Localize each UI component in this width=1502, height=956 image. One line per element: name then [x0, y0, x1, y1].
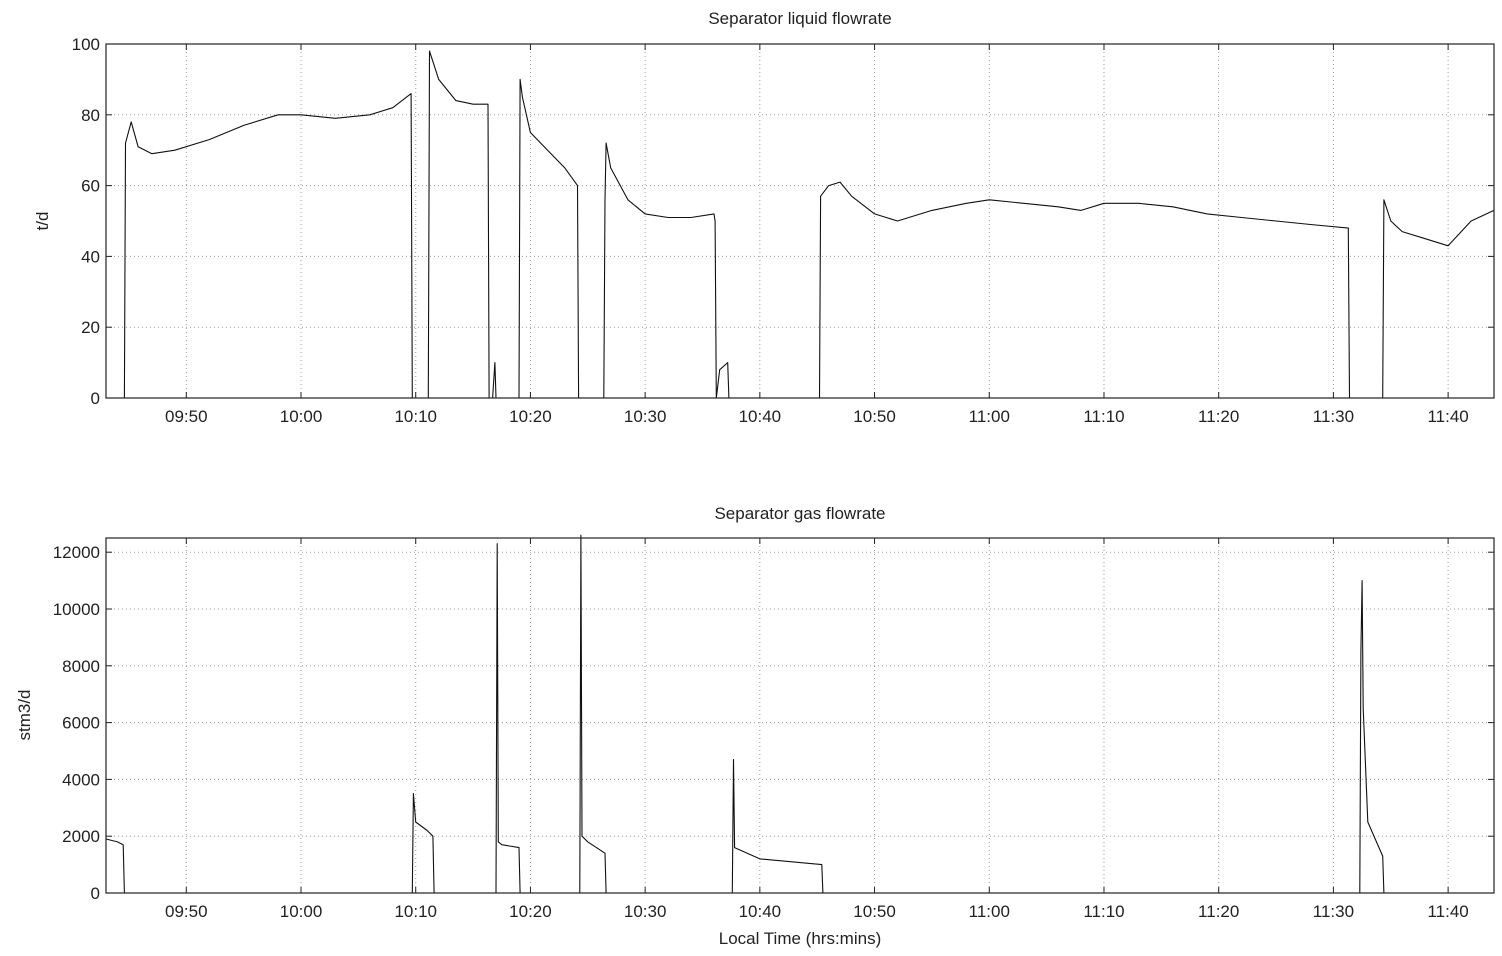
- gas-series-line: [105, 534, 1494, 894]
- liquid-x-tick-label: 10:00: [280, 407, 323, 426]
- liquid-y-tick-label: 100: [72, 35, 100, 54]
- liquid-chart-title: Separator liquid flowrate: [708, 9, 891, 28]
- liquid-x-tick-label: 11:30: [1313, 407, 1354, 426]
- gas-y-tick-label: 2000: [62, 827, 100, 846]
- liquid-y-tick-label: 60: [81, 177, 100, 196]
- gas-gridlines: [106, 538, 1494, 893]
- liquid-x-tick-label: 11:40: [1427, 407, 1468, 426]
- liquid-gridlines: [106, 43, 1494, 398]
- gas-trace-layer: [105, 534, 1494, 894]
- gas-x-tick-label: 11:10: [1083, 902, 1124, 921]
- liquid-ticks: 09:50 10:00 10:10 10:20 10:30 10:40 10:50 11:00…: [72, 35, 1494, 426]
- gas-ticks: 09:50 10:00 10:10 10:20 10:30 10:40 10:50 11:00…: [53, 538, 1494, 921]
- gas-y-tick-label: 8000: [62, 657, 100, 676]
- liquid-x-tick-label: 11:00: [969, 407, 1010, 426]
- gas-y-tick-label: 12000: [53, 543, 100, 562]
- gas-x-tick-label: 10:40: [739, 902, 782, 921]
- gas-plot-frame: [105, 537, 1495, 894]
- liquid-flowrate-chart: Separator liquid flowrate 09:50 10:00 10:1…: [33, 9, 1495, 426]
- gas-x-tick-label: 10:10: [394, 902, 437, 921]
- gas-y-axis-label: stm3/d: [15, 689, 34, 740]
- gas-x-tick-label: 09:50: [165, 902, 208, 921]
- gas-flowrate-chart: Separator gas flowrate 09:50 10:00 10:10 10…: [15, 504, 1495, 948]
- gas-x-tick-label: 11:20: [1198, 902, 1239, 921]
- liquid-plot-frame: [105, 43, 1495, 399]
- liquid-x-tick-label: 10:40: [739, 407, 782, 426]
- liquid-x-tick-label: 10:20: [509, 407, 552, 426]
- liquid-trace-layer: [123, 50, 1495, 399]
- liquid-x-tick-label: 11:20: [1198, 407, 1239, 426]
- liquid-x-tick-label: 10:30: [624, 407, 667, 426]
- gas-x-tick-label: 11:40: [1427, 902, 1468, 921]
- gas-x-tick-label: 10:30: [624, 902, 667, 921]
- liquid-y-tick-label: 0: [91, 389, 100, 408]
- liquid-x-tick-label: 10:50: [853, 407, 896, 426]
- gas-x-tick-label: 11:30: [1313, 902, 1354, 921]
- liquid-x-tick-label: 10:10: [394, 407, 437, 426]
- liquid-y-tick-label: 20: [81, 318, 100, 337]
- liquid-y-axis-label: t/d: [33, 212, 52, 231]
- gas-y-tick-label: 6000: [62, 714, 100, 733]
- gas-x-tick-label: 11:00: [969, 902, 1010, 921]
- liquid-x-tick-label: 09:50: [165, 407, 208, 426]
- gas-x-axis-label: Local Time (hrs:mins): [719, 929, 881, 948]
- liquid-y-tick-label: 40: [81, 247, 100, 266]
- liquid-x-tick-label: 11:10: [1083, 407, 1124, 426]
- gas-x-tick-label: 10:20: [509, 902, 552, 921]
- gas-y-tick-label: 0: [91, 884, 100, 903]
- gas-x-tick-label: 10:00: [280, 902, 323, 921]
- gas-x-tick-label: 10:50: [853, 902, 896, 921]
- gas-chart-title: Separator gas flowrate: [714, 504, 885, 523]
- liquid-series-line: [123, 50, 1495, 399]
- gas-y-tick-label: 4000: [62, 770, 100, 789]
- gas-y-tick-label: 10000: [53, 600, 100, 619]
- liquid-y-tick-label: 80: [81, 106, 100, 125]
